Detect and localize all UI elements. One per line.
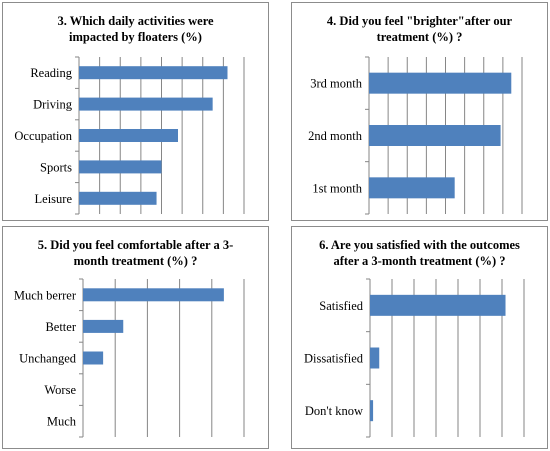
chart-panel-comfortable: 5. Did you feel comfortable after a 3- m…	[2, 226, 269, 449]
bar-don-t-know	[370, 400, 374, 422]
bar-3rd-month	[369, 72, 512, 94]
chart-panel-activities: 3. Which daily activities were impacted …	[2, 2, 269, 221]
bar-much-berrer	[83, 288, 224, 302]
chart-panel-satisfied: 6. Are you satisfied with the outcomes a…	[291, 226, 548, 449]
category-label: Leisure	[35, 192, 73, 206]
chart-title: 3. Which daily activities were impacted …	[3, 13, 268, 45]
bar-dissatisfied	[370, 347, 380, 369]
bar-chart-satisfied: Satisfied Dissatisfied Don't know	[304, 278, 525, 438]
category-label: Much	[47, 415, 77, 429]
bar-chart-comfortable: Much berrer Better Unchanged Worse Much	[14, 278, 245, 438]
chart-title-line: month treatment (%) ?	[73, 254, 198, 268]
chart-panel-brighter: 4. Did you feel "brighter"after our trea…	[291, 2, 548, 221]
bar-chart-brighter: 3rd month 2nd month 1st month	[308, 56, 523, 215]
category-label: Dissatisfied	[304, 352, 364, 366]
chart-title: 5. Did you feel comfortable after a 3- m…	[3, 237, 268, 269]
chart-title-line: 6. Are you satisfied with the outcomes	[319, 238, 520, 252]
bar-leisure	[79, 191, 157, 205]
category-label: Much berrer	[14, 288, 77, 302]
bar-reading	[79, 66, 228, 80]
chart-title: 4. Did you feel "brighter"after our trea…	[292, 13, 547, 45]
bar-unchanged	[83, 351, 104, 365]
category-label: Satisfied	[319, 299, 363, 313]
category-label: Don't know	[305, 404, 363, 418]
chart-title-line: 4. Did you feel "brighter"after our	[326, 14, 513, 28]
chart-title-line: 3. Which daily activities were	[57, 14, 214, 28]
bar-2nd-month	[369, 125, 501, 146]
category-label: Occupation	[14, 129, 72, 143]
category-label: Driving	[33, 98, 73, 112]
category-label: 2nd month	[308, 129, 363, 143]
bar-satisfied	[370, 294, 506, 316]
bar-1st-month	[369, 177, 455, 199]
bar-better	[83, 319, 124, 333]
chart-title-line: 5. Did you feel comfortable after a 3-	[37, 238, 234, 252]
category-label: Better	[45, 320, 76, 334]
bar-occupation	[79, 129, 178, 142]
bar-driving	[79, 97, 213, 111]
chart-title: 6. Are you satisfied with the outcomes a…	[292, 237, 547, 269]
category-label: Unchanged	[19, 352, 77, 366]
chart-title-line: treatment (%) ?	[376, 30, 463, 44]
category-label: 1st month	[312, 181, 362, 195]
chart-title-line: impacted by floaters (%)	[69, 30, 202, 44]
bar-chart-activities: Reading Driving Occupation Sports Leisure	[14, 56, 245, 215]
bar-sports	[79, 160, 162, 174]
category-label: Reading	[30, 66, 72, 80]
category-label: Sports	[40, 160, 72, 174]
category-label: Worse	[44, 383, 76, 397]
category-label: 3rd month	[310, 77, 362, 91]
chart-title-line: after a 3-month treatment (%) ?	[333, 254, 506, 268]
